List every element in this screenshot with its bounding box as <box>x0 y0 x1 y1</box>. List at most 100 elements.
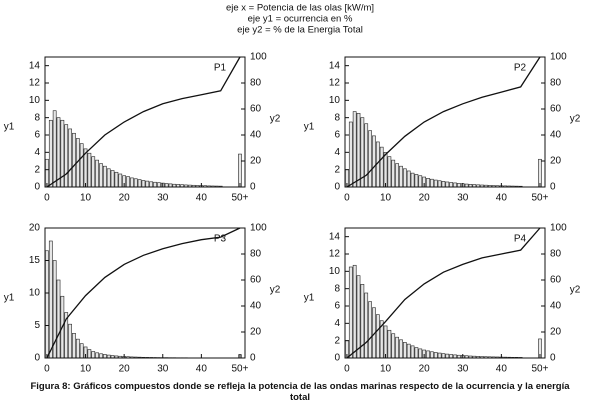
bar <box>410 345 415 359</box>
bar <box>418 175 423 188</box>
y-tick-label: 2 <box>334 335 340 346</box>
bar <box>356 113 361 188</box>
bar <box>64 124 69 188</box>
bar <box>383 152 388 188</box>
bar <box>414 347 419 359</box>
y-tick-label: 10 <box>329 95 341 106</box>
bar <box>437 352 442 359</box>
bar <box>457 183 461 188</box>
y-tick-label: 5 <box>34 320 40 331</box>
y-tick-label: 8 <box>334 112 340 123</box>
x-tick-label: 50+ <box>231 364 248 375</box>
bar <box>414 174 419 188</box>
y-tick-label: 2 <box>334 164 340 175</box>
bar <box>433 179 438 188</box>
bar <box>48 119 53 188</box>
bar <box>68 128 72 188</box>
y2-tick-label: 60 <box>550 104 562 115</box>
y2-tick-label: 0 <box>250 182 256 193</box>
plot-frame <box>344 56 546 188</box>
y-tick-label: 12 <box>329 249 341 260</box>
bar <box>95 159 99 188</box>
y2-tick-label: 0 <box>550 182 556 193</box>
y2-axis-title: y2 <box>270 285 281 296</box>
bar <box>72 132 76 188</box>
y-tick-label: 2 <box>34 164 40 175</box>
y-tick-label: 12 <box>29 78 41 89</box>
energy-line <box>46 227 241 359</box>
bar <box>387 156 392 188</box>
bar <box>238 153 242 188</box>
plot-frame <box>44 56 246 188</box>
y-axis-title: y1 <box>304 293 315 304</box>
bar <box>430 178 434 188</box>
bar <box>364 292 369 359</box>
y2-tick-label: 80 <box>550 78 562 89</box>
y2-tick-label: 100 <box>550 52 567 63</box>
bar <box>145 180 150 188</box>
y2-axis-title: y2 <box>270 114 281 125</box>
y2-tick-label: 40 <box>550 130 562 141</box>
bar <box>403 168 407 188</box>
bar <box>110 170 115 188</box>
y2-axis-title: y2 <box>570 285 581 296</box>
x-tick-label: 0 <box>344 364 350 375</box>
x-tick-label: 10 <box>80 364 92 375</box>
y-tick-label: 8 <box>334 283 340 294</box>
bar <box>95 352 99 359</box>
bar <box>356 275 361 359</box>
y-axis-title: y1 <box>4 293 15 304</box>
y-axis-title: y1 <box>4 122 15 133</box>
x-tick-label: 20 <box>419 193 431 204</box>
bar <box>56 279 61 359</box>
bar <box>56 117 61 188</box>
bar <box>403 342 407 359</box>
y2-tick-label: 40 <box>250 301 262 312</box>
bar <box>364 123 369 188</box>
bar <box>406 343 411 359</box>
bar <box>79 343 84 359</box>
y2-tick-label: 60 <box>550 275 562 286</box>
y-tick-label: 4 <box>334 147 340 158</box>
energy-line <box>346 56 541 188</box>
bar <box>445 181 450 188</box>
x-tick-label: 20 <box>119 193 131 204</box>
bar <box>348 266 353 359</box>
bar <box>379 146 384 188</box>
panel-label: P1 <box>214 63 227 74</box>
y2-axis-title: y2 <box>570 114 581 125</box>
bar <box>368 130 372 188</box>
panel-label: P2 <box>514 63 527 74</box>
y-tick-label: 10 <box>329 266 341 277</box>
bar <box>352 264 357 359</box>
bar <box>395 336 399 359</box>
y-tick-label: 0 <box>334 353 340 364</box>
bar <box>72 332 76 359</box>
bar <box>133 178 138 188</box>
x-tick-label: 50+ <box>531 364 548 375</box>
y2-tick-label: 60 <box>250 104 262 115</box>
y-tick-label: 14 <box>329 60 341 71</box>
y-tick-label: 4 <box>334 318 340 329</box>
y2-tick-label: 40 <box>550 301 562 312</box>
bar <box>91 351 96 359</box>
y2-tick-label: 60 <box>250 275 262 286</box>
bar <box>437 180 442 188</box>
y2-tick-label: 80 <box>250 78 262 89</box>
bar <box>449 182 454 188</box>
panel-label: P3 <box>214 234 227 245</box>
bar <box>99 353 103 359</box>
bar <box>391 159 396 188</box>
x-tick-label: 30 <box>457 364 469 375</box>
x-tick-label: 10 <box>380 364 392 375</box>
bar <box>395 163 399 188</box>
x-tick-label: 10 <box>380 193 392 204</box>
bar <box>399 165 403 188</box>
y-axis-title: y1 <box>304 122 315 133</box>
x-tick-label: 20 <box>119 364 131 375</box>
bar <box>387 329 392 359</box>
bar <box>538 158 542 188</box>
bar <box>141 180 146 188</box>
x-tick-label: 30 <box>157 193 169 204</box>
